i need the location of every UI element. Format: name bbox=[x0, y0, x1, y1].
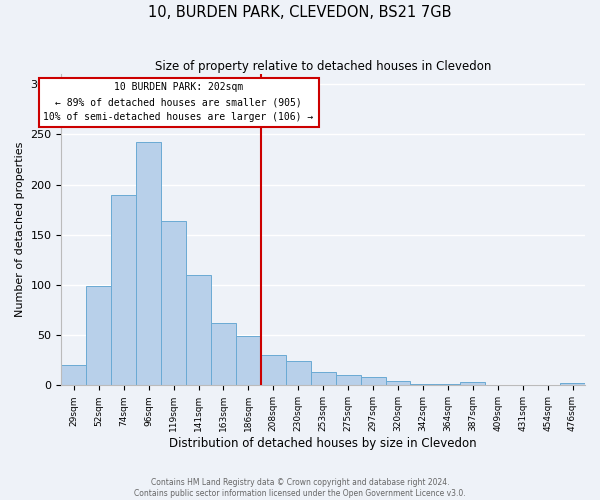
Bar bbox=[161, 220, 186, 386]
Y-axis label: Number of detached properties: Number of detached properties bbox=[15, 142, 25, 318]
Bar bbox=[386, 382, 410, 386]
Bar bbox=[136, 142, 161, 386]
Bar bbox=[460, 382, 485, 386]
Bar bbox=[436, 384, 460, 386]
Bar bbox=[236, 336, 261, 386]
Bar bbox=[111, 194, 136, 386]
X-axis label: Distribution of detached houses by size in Clevedon: Distribution of detached houses by size … bbox=[169, 437, 477, 450]
Bar bbox=[335, 376, 361, 386]
Title: Size of property relative to detached houses in Clevedon: Size of property relative to detached ho… bbox=[155, 60, 491, 73]
Text: Contains HM Land Registry data © Crown copyright and database right 2024.
Contai: Contains HM Land Registry data © Crown c… bbox=[134, 478, 466, 498]
Bar bbox=[560, 384, 585, 386]
Bar bbox=[61, 366, 86, 386]
Bar bbox=[410, 384, 436, 386]
Bar bbox=[86, 286, 111, 386]
Text: 10 BURDEN PARK: 202sqm
← 89% of detached houses are smaller (905)
10% of semi-de: 10 BURDEN PARK: 202sqm ← 89% of detached… bbox=[43, 82, 314, 122]
Bar bbox=[361, 378, 386, 386]
Bar bbox=[311, 372, 335, 386]
Bar bbox=[286, 362, 311, 386]
Text: 10, BURDEN PARK, CLEVEDON, BS21 7GB: 10, BURDEN PARK, CLEVEDON, BS21 7GB bbox=[148, 5, 452, 20]
Bar bbox=[186, 275, 211, 386]
Bar bbox=[211, 323, 236, 386]
Bar bbox=[261, 355, 286, 386]
